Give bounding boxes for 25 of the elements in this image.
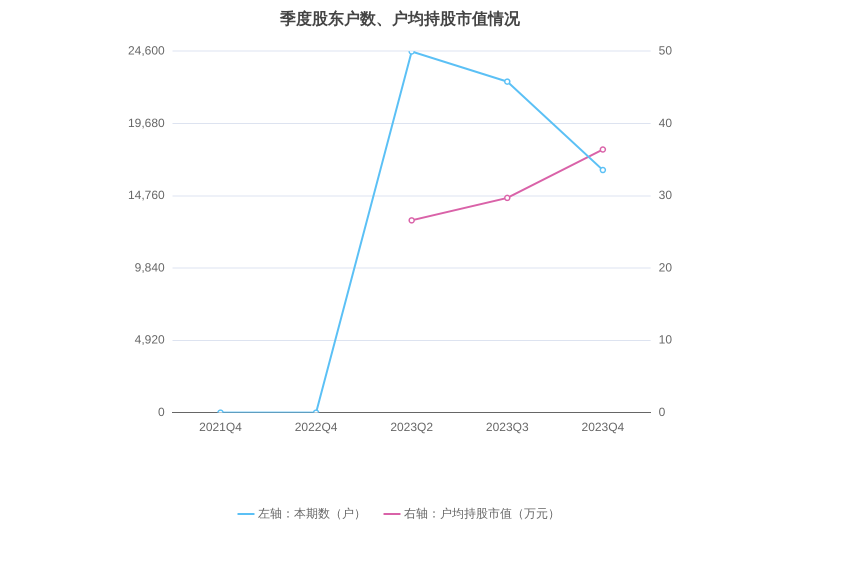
y2-tick-label: 20 <box>658 260 672 274</box>
x-tick-label: 2023Q2 <box>390 420 434 434</box>
y2-tick-label: 40 <box>658 116 672 130</box>
y2-tick-label: 50 <box>658 44 672 58</box>
y-tick-label: 0 <box>158 404 166 419</box>
y2-tick-label: 10 <box>658 332 672 347</box>
y-tick-label: 14,760 <box>128 188 166 202</box>
y-tick-label: 24,600 <box>128 44 166 58</box>
x-tick-label: 2022Q4 <box>294 420 338 434</box>
chart-title: 季度股东户数、户均持股市值情况 <box>279 9 521 28</box>
x-tick-label: 2023Q4 <box>582 420 625 434</box>
point <box>600 146 606 153</box>
x-tick-label: 2021Q4 <box>199 420 242 434</box>
legend-label: 右轴：户均持股市值（万元） <box>404 506 560 520</box>
point <box>408 217 415 224</box>
legend-label: 左轴：本期数（户） <box>258 506 366 520</box>
point <box>600 166 606 174</box>
point <box>504 194 511 202</box>
y2-tick-label: 0 <box>658 404 666 419</box>
y-tick-label: 19,680 <box>128 116 166 130</box>
y2-tick-label: 30 <box>658 188 672 202</box>
y-tick-label: 9,840 <box>134 260 166 274</box>
y-tick-label: 4,920 <box>134 332 166 347</box>
point <box>504 78 511 85</box>
x-tick-label: 2023Q3 <box>486 420 529 434</box>
